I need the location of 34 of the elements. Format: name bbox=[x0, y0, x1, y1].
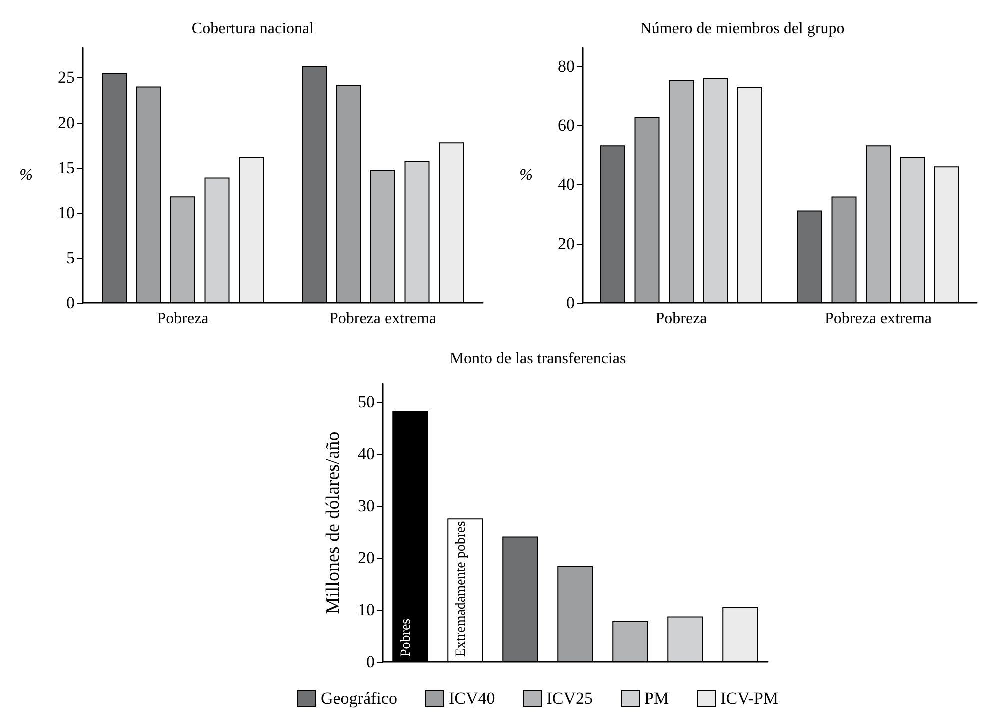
category-label: Extremadamente pobres bbox=[454, 521, 469, 657]
y-tick-label: 0 bbox=[66, 294, 75, 312]
legend-label: ICV25 bbox=[546, 689, 593, 708]
y-tick-label: 40 bbox=[358, 444, 375, 464]
y-tick-label: 20 bbox=[58, 113, 75, 132]
y-tick-label: 15 bbox=[58, 158, 75, 178]
y-tick-label: 10 bbox=[58, 203, 75, 222]
y-tick-label: 0 bbox=[566, 294, 575, 312]
x-tick-label: Pobreza extrema bbox=[824, 310, 932, 328]
y-tick-label: 60 bbox=[558, 116, 575, 136]
y-axis-title: % bbox=[520, 167, 533, 184]
legend-label: ICV40 bbox=[448, 689, 496, 708]
y-tick-label: 50 bbox=[358, 392, 375, 412]
y-tick-label: 0 bbox=[366, 652, 375, 672]
y-tick-label: 10 bbox=[358, 600, 375, 620]
y-tick-label: 5 bbox=[66, 248, 75, 268]
legend-label: PM bbox=[644, 689, 670, 708]
y-tick-label: 20 bbox=[358, 548, 375, 568]
x-tick-label: Pobreza extrema bbox=[329, 310, 437, 328]
chart-title: Monto de las transferencias bbox=[450, 350, 626, 368]
chart-title: Cobertura nacional bbox=[192, 20, 315, 38]
y-axis-title: % bbox=[20, 167, 33, 184]
y-tick-label: 20 bbox=[558, 234, 575, 254]
y-tick-label: 80 bbox=[558, 56, 575, 76]
y-tick-label: 30 bbox=[358, 496, 375, 516]
category-label: Pobres bbox=[399, 618, 414, 657]
chart-title: Número de miembros del grupo bbox=[640, 20, 845, 38]
y-axis-title: Millones de dólares/año bbox=[323, 432, 344, 614]
y-tick-label: 40 bbox=[558, 175, 575, 194]
legend-label: ICV-PM bbox=[720, 689, 779, 708]
x-tick-label: Pobreza bbox=[157, 310, 209, 328]
y-tick-label: 25 bbox=[58, 68, 75, 88]
x-tick-label: Pobreza bbox=[656, 310, 708, 328]
legend-label: Geográfico bbox=[320, 689, 398, 708]
